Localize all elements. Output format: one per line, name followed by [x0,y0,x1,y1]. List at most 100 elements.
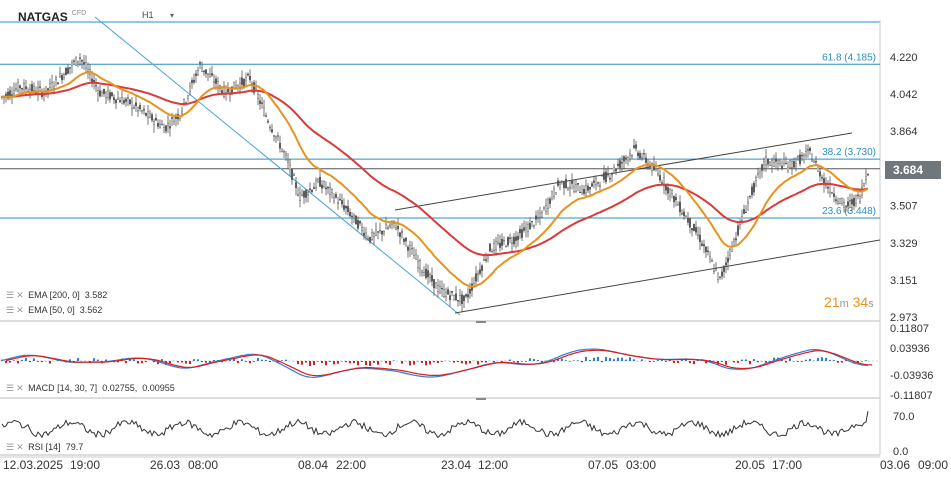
candle-body [152,121,155,125]
candle-body [681,213,684,215]
candle-body [813,160,816,163]
macd-histogram-bar [133,359,135,361]
legend-ema50[interactable]: ☰ ✕ EMA [50, 0] 3.562 [6,305,103,315]
close-icon[interactable]: ✕ [16,442,24,452]
macd-histogram-bar [525,361,527,362]
candle-body [82,62,85,65]
candle-body [134,102,137,107]
candle-body [737,225,740,236]
candle-body [413,255,416,259]
candle-body [529,223,532,230]
macd-histogram-bar [653,361,655,362]
indicator-menu-icon[interactable]: ☰ [6,290,15,300]
candle-body [557,180,560,186]
candle-body [651,163,654,172]
legend-ema200[interactable]: ☰ ✕ EMA [200, 0] 3.582 [6,290,108,300]
symbol-label[interactable]: NATGAS CFD [18,10,87,24]
candle-body [303,191,306,198]
candle-body [57,82,60,85]
candle-body [655,168,658,170]
legend-macd[interactable]: ☰ ✕ MACD [14, 30, 7] 0.02755, 0.00955 [6,383,175,393]
candle-body [451,291,454,293]
macd-histogram-bar [253,361,255,362]
macd-histogram-bar [401,361,403,364]
candle-body [497,241,500,244]
indicator-menu-icon[interactable]: ☰ [6,305,15,315]
candle-body [411,247,414,250]
candle-body [375,229,378,236]
macd-histogram-bar [589,359,591,361]
indicator-menu-icon[interactable]: ☰ [6,383,15,393]
candle-body [667,187,670,194]
candle-body [507,237,510,246]
candle-body [687,218,690,223]
macd-histogram-bar [437,361,439,364]
macd-histogram-bar [733,361,735,363]
macd-histogram-bar [837,361,839,363]
macd-histogram-bar [597,356,599,361]
macd-tick-label: -0.11807 [890,390,933,402]
candle-body [98,90,101,97]
candle-body [61,75,64,81]
candle-body [373,233,376,237]
candle-body [182,98,185,104]
macd-histogram-bar [721,361,723,362]
indicator-menu-icon[interactable]: ☰ [6,442,15,452]
candle-body [116,97,119,100]
candle-body [623,156,626,162]
candle-body [863,183,866,187]
macd-histogram-bar [477,361,479,365]
candle-body [841,198,844,204]
candle-body [84,62,87,69]
candle-body [503,240,506,242]
timeframe-selector[interactable]: H1 [142,10,154,20]
candle-body [377,231,380,233]
candle-body [31,84,34,92]
candle-body [735,238,738,241]
candle-body [559,182,562,185]
candle-body [429,274,432,278]
chevron-down-icon[interactable]: ▾ [170,11,175,20]
axis-labels: 4.220 4.042 3.864 3.507 3.329 3.151 2.9730.118… [0,52,948,472]
candle-body [335,194,338,198]
macd-histogram-bar [269,361,271,363]
candle-body [202,70,205,73]
macd-histogram-bar [357,361,359,366]
candle-body [639,153,642,159]
macd-histogram-bar [665,361,667,362]
time-tick-label: 17:00 [772,458,802,472]
macd-histogram-bar [797,361,799,362]
macd-histogram-bar [297,361,299,365]
candle-body [521,229,524,238]
close-icon[interactable]: ✕ [16,290,24,300]
candle-body [33,85,36,91]
candle-body [49,83,52,89]
candle-body [745,211,748,214]
candle-body [595,178,598,185]
candle-body [128,99,131,104]
candle-body [120,97,123,105]
grid-lines [0,20,881,456]
candle-body [126,97,129,99]
candle-body [283,151,286,153]
legend-rsi[interactable]: ☰ ✕ RSI [14] 79.7 [6,442,84,452]
price-tick-label: 2.973 [890,312,918,324]
candle-body [397,226,400,230]
candle-body [371,232,374,240]
macd-histogram-bar [621,357,623,361]
candle-body [617,163,620,166]
candle-body [299,192,302,201]
close-icon[interactable]: ✕ [16,305,24,315]
macd-histogram-bar [789,358,791,361]
candle-body [523,227,526,231]
candle-body [285,153,288,156]
price-tick-label: 3.864 [890,126,918,138]
candle-body [569,187,572,189]
close-icon[interactable]: ✕ [16,383,24,393]
macd-histogram-bar [301,361,303,365]
candle-body [493,243,496,251]
candle-body [164,125,167,132]
candle-body [765,156,768,166]
candle-body [425,268,428,278]
